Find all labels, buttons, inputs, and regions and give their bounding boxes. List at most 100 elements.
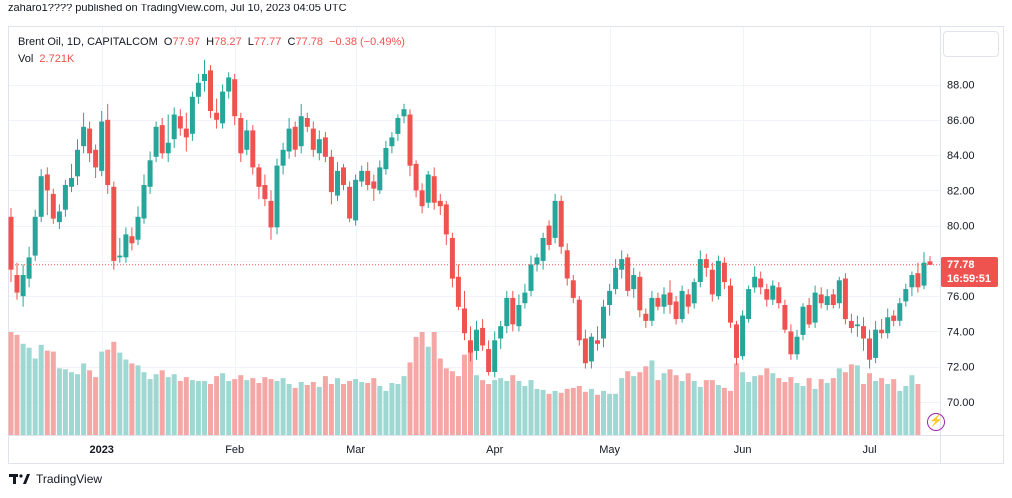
candle xyxy=(842,273,848,325)
candle-body xyxy=(298,116,304,147)
volume-bar xyxy=(728,390,733,435)
volume-bar xyxy=(32,358,38,435)
candle xyxy=(286,118,292,159)
candle xyxy=(371,174,377,201)
volume-bar xyxy=(401,376,407,435)
volume-bar xyxy=(667,369,673,435)
volume-bar xyxy=(830,378,836,435)
scale-settings-box[interactable] xyxy=(943,31,999,57)
y-tick-label: 80.00 xyxy=(947,221,975,233)
volume-bar xyxy=(419,332,425,435)
volume-bar xyxy=(244,380,250,435)
candle-body xyxy=(522,292,528,304)
candle xyxy=(425,170,431,208)
candle xyxy=(455,264,461,311)
candle xyxy=(595,326,600,351)
volume-bar xyxy=(462,354,467,435)
price-axis[interactable]: 70.00 72.00 74.00 76.00 80.00 82.00 84.00 86.00… xyxy=(947,80,975,410)
candle xyxy=(117,238,123,263)
candle-body xyxy=(443,204,449,235)
volume-bar xyxy=(879,378,885,435)
candle-body xyxy=(202,73,207,81)
candle-body xyxy=(879,329,885,334)
candle xyxy=(183,112,189,152)
volume-bar xyxy=(208,384,213,435)
candle xyxy=(824,289,830,311)
lightning-bolt-icon[interactable]: ⚡ xyxy=(927,413,945,431)
candle-body xyxy=(558,200,564,247)
candle-body xyxy=(643,313,649,321)
tradingview-logo[interactable]: TradingView xyxy=(9,472,102,486)
candle xyxy=(262,174,268,207)
candle xyxy=(292,121,298,157)
volume-bar xyxy=(770,373,776,435)
candle xyxy=(335,162,340,201)
candle xyxy=(492,331,498,378)
candle-body xyxy=(631,275,637,290)
time-axis[interactable]: 2023 Feb Mar Apr May Jun Jul xyxy=(89,444,876,456)
volume-label[interactable]: Vol xyxy=(18,53,34,65)
candle xyxy=(588,333,594,369)
candle xyxy=(534,253,540,272)
candle xyxy=(734,320,739,365)
candle-body xyxy=(75,149,80,177)
volume-bar xyxy=(576,386,582,435)
candle xyxy=(462,290,467,341)
candle xyxy=(280,142,286,175)
candle xyxy=(927,256,933,265)
volume-bar xyxy=(425,346,431,435)
candle-body xyxy=(848,320,854,328)
candle xyxy=(274,158,280,235)
volume-bar xyxy=(220,373,226,435)
candle-body xyxy=(836,280,842,304)
volume-bar xyxy=(280,378,286,435)
volume-bar xyxy=(365,383,371,435)
volume-bar xyxy=(540,389,546,435)
volume-bar xyxy=(93,377,99,435)
candle xyxy=(244,119,250,156)
candle xyxy=(316,130,322,161)
volume-bar xyxy=(643,366,649,435)
volume-bar xyxy=(685,373,691,435)
volume-bar xyxy=(715,385,721,435)
volume-bar xyxy=(238,375,244,435)
candle-body xyxy=(111,186,117,261)
candle xyxy=(177,109,183,136)
volume-bar xyxy=(8,332,14,435)
candle-body xyxy=(582,338,588,364)
candle-body xyxy=(105,119,111,186)
candle-body xyxy=(601,306,606,339)
symbol-label[interactable]: Brent Oil, 1D, CAPITALCOM xyxy=(18,36,158,48)
candle xyxy=(353,174,359,226)
candle xyxy=(679,285,685,323)
volume-bar xyxy=(679,381,685,435)
volume-bar xyxy=(147,379,153,435)
candle xyxy=(570,275,576,304)
x-tick-label: Mar xyxy=(346,444,365,456)
volume-bar xyxy=(625,371,631,435)
candle-body xyxy=(673,301,679,320)
volume-bar xyxy=(637,372,643,435)
candle xyxy=(298,103,304,154)
candle-body xyxy=(776,287,782,304)
candle-body xyxy=(697,259,703,282)
publisher-line: zaharo1???? published on TradingView.com… xyxy=(8,4,347,14)
candle-body xyxy=(147,160,153,187)
candle-body xyxy=(413,163,419,191)
candle-body xyxy=(38,176,44,217)
volume-bar xyxy=(897,390,903,435)
candle xyxy=(153,121,159,163)
candle-body xyxy=(437,200,443,207)
volume-bar xyxy=(62,369,68,435)
candle-body xyxy=(165,142,171,154)
volume-bar xyxy=(171,374,177,435)
candle xyxy=(87,121,93,163)
candle-body xyxy=(782,305,788,330)
candle xyxy=(848,313,854,334)
volume-bar xyxy=(135,365,141,435)
candle-body xyxy=(141,185,147,219)
candle xyxy=(20,264,26,307)
candle-body xyxy=(238,118,244,154)
candle xyxy=(486,340,492,376)
candle xyxy=(667,280,673,314)
